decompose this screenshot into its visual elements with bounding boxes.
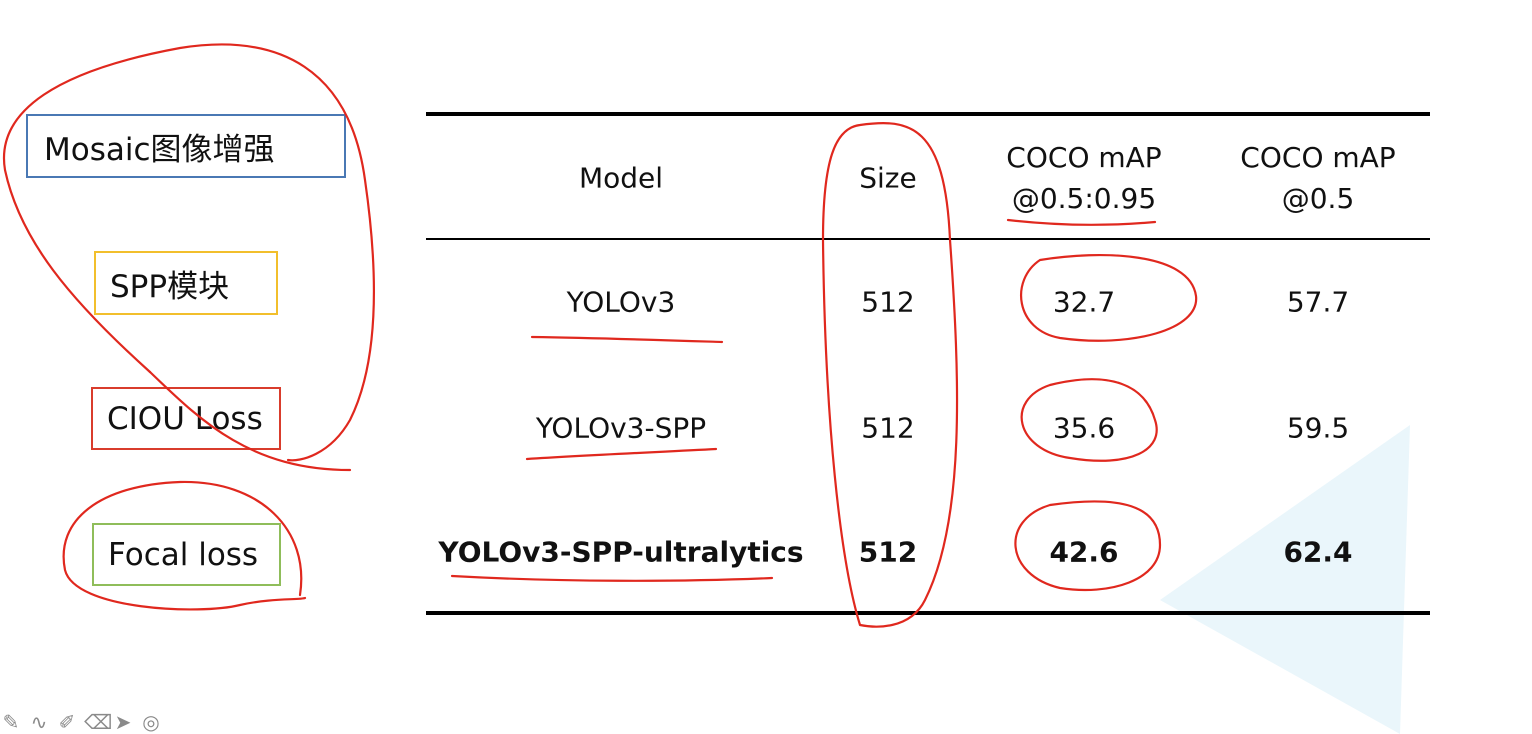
header-map-05: COCO mAP @0.5	[1240, 137, 1395, 219]
target-icon[interactable]: ◎	[142, 710, 160, 734]
curve-icon[interactable]: ∿	[30, 710, 48, 734]
row1-model: YOLOv3	[566, 285, 676, 319]
header-map-05-line2: @0.5	[1281, 182, 1355, 215]
row3-map-5095: 42.6	[1049, 535, 1119, 569]
mosaic-label: Mosaic图像增强	[44, 131, 275, 168]
ciou-label: CIOU Loss	[107, 400, 263, 437]
row3-size: 512	[858, 535, 918, 569]
row1-map-5095: 32.7	[1052, 285, 1116, 319]
row2-size: 512	[861, 411, 915, 445]
pointer-icon[interactable]: ➤	[114, 710, 132, 734]
row2-map-05: 59.5	[1286, 411, 1350, 445]
annotation-toolbar: ✎ ∿ ✐ ⌫ ➤ ◎	[0, 710, 162, 734]
header-map-5095: COCO mAP @0.5:0.95	[1006, 137, 1161, 219]
header-model: Model	[578, 161, 664, 195]
header-map-5095-line1: COCO mAP	[1006, 141, 1162, 174]
mosaic-augmentation-box: Mosaic图像增强	[26, 114, 346, 178]
row1-map-05: 57.7	[1286, 285, 1350, 319]
pen-icon[interactable]: ✎	[2, 710, 20, 734]
focal-label: Focal loss	[108, 536, 259, 573]
eraser-icon[interactable]: ⌫	[84, 710, 113, 734]
row3-map-05: 62.4	[1283, 535, 1353, 569]
header-map-05-line1: COCO mAP	[1240, 141, 1396, 174]
row1-size: 512	[861, 285, 915, 319]
header-map-5095-line2: @0.5:0.95	[1011, 182, 1157, 215]
table-bottom-rule	[426, 611, 1430, 615]
row3-model: YOLOv3-SPP-ultralytics	[438, 535, 804, 569]
spp-label: SPP模块	[110, 268, 230, 305]
row2-model: YOLOv3-SPP	[535, 411, 707, 445]
spp-module-box: SPP模块	[94, 251, 278, 315]
focal-loss-box: Focal loss	[92, 523, 281, 586]
row2-map-5095: 35.6	[1052, 411, 1116, 445]
highlighter-icon[interactable]: ✐	[58, 710, 76, 734]
ciou-loss-box: CIOU Loss	[91, 387, 281, 450]
header-size: Size	[859, 161, 917, 195]
table-top-rule	[426, 112, 1430, 116]
table-header-rule	[426, 238, 1430, 240]
